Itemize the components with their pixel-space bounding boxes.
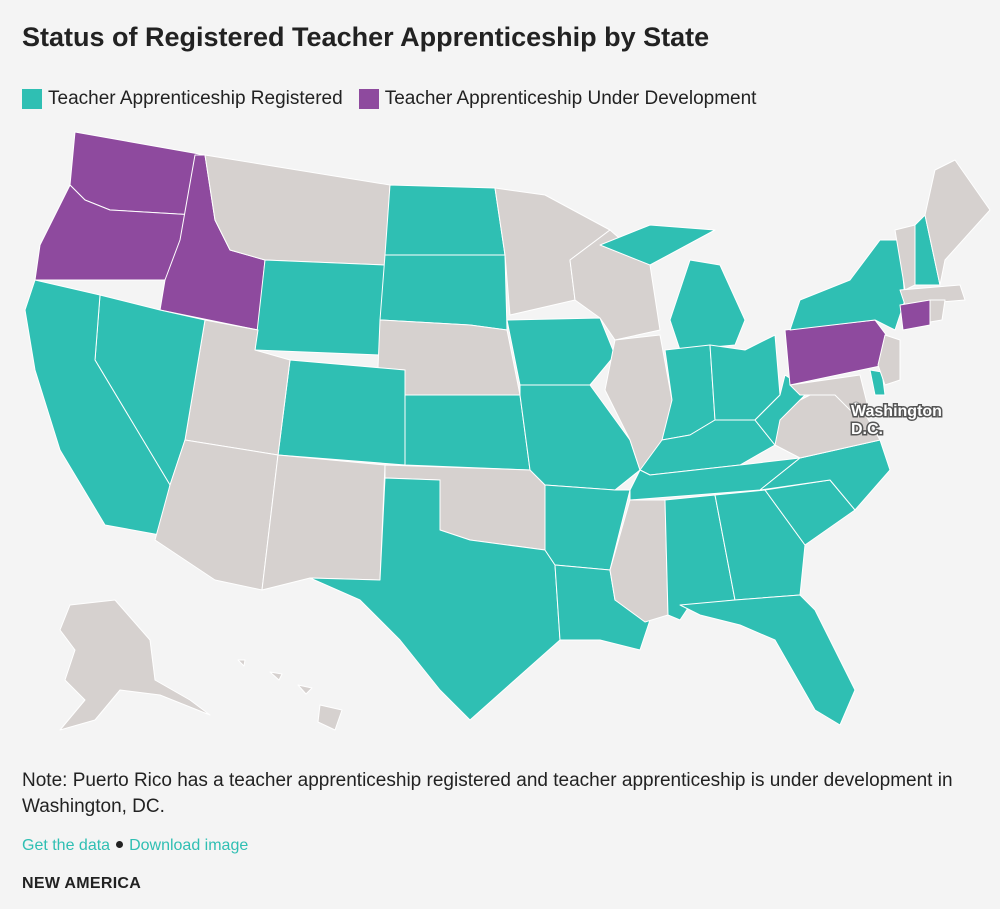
legend-swatch xyxy=(358,89,379,109)
state xyxy=(877,334,901,386)
annotation: Washington xyxy=(851,403,942,420)
note: Note: Puerto Rico has a teacher apprenti… xyxy=(22,770,953,817)
state xyxy=(899,284,966,306)
separator xyxy=(116,841,124,848)
annotation: D.C. xyxy=(851,421,883,438)
state xyxy=(24,279,171,536)
state xyxy=(384,184,506,256)
state xyxy=(679,594,856,726)
state xyxy=(714,489,806,601)
legend-label: Teacher Apprenticeship Under Development xyxy=(384,88,757,109)
state xyxy=(669,259,746,351)
brand: NEW AMERICA xyxy=(22,875,142,892)
state xyxy=(789,239,906,331)
state xyxy=(297,684,313,695)
state xyxy=(237,659,246,667)
link[interactable]: Download image xyxy=(129,837,249,854)
state xyxy=(789,374,871,416)
state xyxy=(277,359,406,466)
state xyxy=(254,259,386,356)
legend-item: Teacher Apprenticeship Under Development xyxy=(358,88,757,110)
state xyxy=(929,299,946,323)
state xyxy=(869,369,886,396)
map: Washington D.C. xyxy=(24,131,991,731)
state xyxy=(269,671,283,681)
legend-label: Teacher Apprenticeship Registered xyxy=(48,88,343,109)
state xyxy=(309,477,561,721)
legend-item: Teacher Apprenticeship Registered xyxy=(22,88,343,110)
state xyxy=(629,457,801,501)
link[interactable]: Get the data xyxy=(22,837,111,854)
state xyxy=(924,159,991,286)
state xyxy=(506,317,616,386)
state xyxy=(59,599,211,731)
title: Status of Registered Teacher Apprentices… xyxy=(22,22,710,52)
legend-swatch xyxy=(22,89,42,109)
legend: Teacher Apprenticeship Registered Teache… xyxy=(22,88,756,110)
state xyxy=(404,394,531,471)
state xyxy=(317,704,343,731)
state xyxy=(899,299,931,331)
dc-marker xyxy=(851,401,861,411)
state xyxy=(261,454,386,591)
state xyxy=(204,154,391,266)
state xyxy=(599,224,716,266)
links: Get the data Download image xyxy=(22,837,248,855)
state xyxy=(379,254,508,331)
